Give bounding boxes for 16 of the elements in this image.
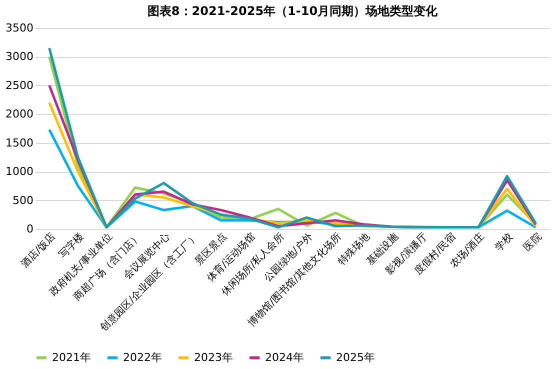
y-tick-label: 2000	[6, 108, 34, 121]
legend-label: 2021年	[52, 350, 91, 364]
legend-label: 2025年	[336, 350, 375, 364]
legend-label: 2023年	[194, 350, 233, 364]
chart-title: 图表8：2021-2025年（1-10月同期）场地类型变化	[147, 4, 439, 18]
y-tick-label: 1500	[6, 136, 34, 150]
x-tick-label: 医院	[521, 230, 544, 254]
y-tick-label: 3500	[6, 22, 34, 34]
legend-label: 2024年	[265, 350, 304, 364]
x-tick-label: 学校	[492, 230, 516, 254]
y-tick-label: 3000	[6, 50, 34, 64]
y-tick-label: 2500	[6, 78, 34, 92]
y-tick-label: 500	[12, 194, 34, 207]
legend-label: 2022年	[123, 350, 162, 364]
y-tick-label: 1000	[6, 165, 34, 178]
y-tick-label: 0	[26, 222, 34, 236]
